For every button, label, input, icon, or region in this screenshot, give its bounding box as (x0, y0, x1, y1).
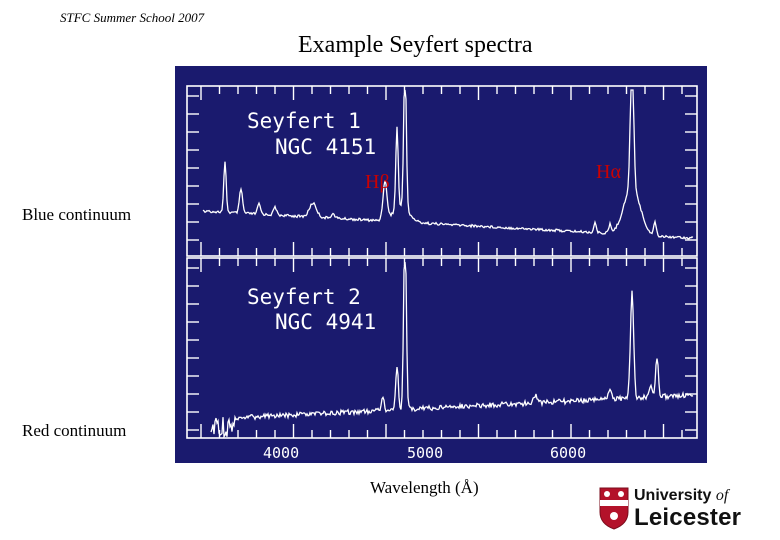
seyfert1-spectrum (202, 89, 694, 240)
x-tick-label: 4000 (263, 444, 299, 462)
hbeta-annotation: Hβ (365, 171, 390, 193)
header-note: STFC Summer School 2007 (60, 10, 205, 25)
seyfert2-spectrum (210, 261, 694, 439)
red-continuum-label: Red continuum (22, 421, 127, 440)
panel-object-label: Seyfert 2 (247, 285, 361, 309)
logo-line1: University of (634, 487, 729, 504)
panel-object-label: NGC 4941 (275, 310, 376, 334)
leicester-crest-icon (599, 487, 629, 530)
x-tick-label: 5000 (407, 444, 443, 462)
wavelength-axis-label: Wavelength (Å) (370, 478, 479, 497)
panel-object-label: NGC 4151 (275, 135, 376, 159)
university-of-leicester-logo: University of Leicester (598, 486, 768, 532)
halpha-annotation: Hα (596, 161, 621, 183)
logo-line2: Leicester (634, 504, 742, 531)
blue-continuum-label: Blue continuum (22, 205, 132, 224)
slide-title: Example Seyfert spectra (298, 32, 533, 58)
x-tick-label: 6000 (550, 444, 586, 462)
panel-object-label: Seyfert 1 (247, 109, 361, 133)
